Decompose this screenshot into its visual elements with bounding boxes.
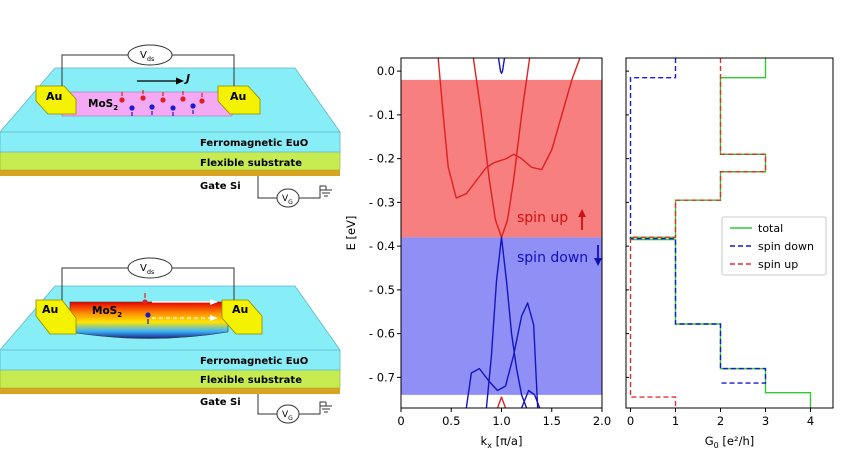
spin-down-arrow-head bbox=[594, 258, 602, 266]
spin-particles bbox=[119, 90, 205, 116]
y-axis-label: E [eV] bbox=[344, 216, 358, 251]
ground-icon bbox=[320, 402, 332, 413]
x-tick-label: 0 bbox=[397, 414, 404, 428]
legend-label-spin-up: spin up bbox=[758, 258, 798, 271]
legend: total spin down spin up bbox=[721, 216, 827, 276]
band-line-3 bbox=[496, 396, 507, 408]
y-tick-label: - 0.5 bbox=[369, 283, 395, 297]
au-right-electrode bbox=[217, 85, 261, 115]
device-top: Au Au MoS2 J Vds Ferromagnetic EuO Flexi… bbox=[0, 44, 341, 208]
mos2-channel bbox=[61, 91, 233, 117]
au-left-label: Au bbox=[42, 303, 58, 316]
x-tick-label: 1.5 bbox=[543, 414, 561, 428]
vg-source bbox=[276, 188, 300, 208]
band-line-5 bbox=[485, 236, 528, 408]
au-right-electrode bbox=[221, 299, 263, 335]
conductance-line-spin-down bbox=[629, 58, 767, 384]
euo-label: Ferromagnetic EuO bbox=[200, 356, 308, 367]
y-tick-label: - 0.3 bbox=[369, 195, 395, 209]
spin-particles bbox=[142, 293, 151, 324]
x-tick-label: 4 bbox=[807, 414, 814, 428]
mos2-channel bbox=[69, 301, 229, 339]
legend-label-total: total bbox=[758, 222, 783, 235]
vg-label: VG bbox=[282, 410, 293, 422]
band-line-4 bbox=[497, 58, 506, 75]
y-tick-label: - 0.6 bbox=[369, 327, 395, 341]
au-left-label: Au bbox=[46, 90, 62, 103]
x-tick-label: 1 bbox=[672, 414, 679, 428]
x-tick-label: 2.0 bbox=[593, 414, 611, 428]
vg-source bbox=[276, 404, 300, 424]
au-left-electrode bbox=[35, 85, 77, 115]
band-line-7 bbox=[520, 389, 541, 408]
vds-label: Vds bbox=[140, 50, 155, 63]
au-right-label: Au bbox=[232, 303, 248, 316]
x-tick-label: 0 bbox=[627, 414, 634, 428]
x-axis-label: kx [π/a] bbox=[481, 434, 523, 450]
x-tick-label: 1.0 bbox=[492, 414, 510, 428]
gate-label: Gate Si bbox=[200, 181, 241, 192]
spin-up-arrow-head bbox=[578, 209, 586, 217]
x-tick-label: 0.5 bbox=[442, 414, 460, 428]
conductance-chart: 0 1 2 3 4 G0 [e²/h] total spin down spin up bbox=[625, 57, 834, 450]
y-tick-label: - 0.4 bbox=[369, 239, 395, 253]
y-tick-label: - 0.2 bbox=[369, 152, 395, 166]
x-tick-label: 2 bbox=[717, 414, 724, 428]
legend-box bbox=[721, 216, 827, 276]
band-structure-chart: 0 0.5 1.0 1.5 2.0 0.0 - 0.1 - 0.2 - 0.3 - 0.4 - 0.… bbox=[344, 57, 611, 450]
region-spin-up bbox=[401, 79, 602, 238]
legend-label-spin-down: spin down bbox=[758, 240, 814, 253]
ground-icon bbox=[320, 186, 332, 197]
au-right-label: Au bbox=[230, 90, 246, 103]
vg-label: VG bbox=[282, 194, 293, 206]
current-label: J bbox=[184, 72, 190, 85]
vds-label: Vds bbox=[140, 263, 155, 276]
substrate-label: Flexible substrate bbox=[200, 158, 302, 169]
x-tick-label: 3 bbox=[762, 414, 769, 428]
band-line-1 bbox=[437, 58, 581, 199]
band-line-6 bbox=[465, 302, 539, 408]
region-spin-down bbox=[401, 237, 602, 395]
euo-label: Ferromagnetic EuO bbox=[200, 138, 308, 149]
mos2-label: MoS2 bbox=[88, 98, 118, 112]
y-tick-label: 0.0 bbox=[377, 64, 395, 78]
vds-source bbox=[127, 257, 173, 279]
vds-source bbox=[127, 44, 173, 66]
device-bottom: Au Au MoS2 Vds Ferromagnetic EuO Flexibl… bbox=[0, 257, 341, 424]
gate-label: Gate Si bbox=[200, 397, 241, 408]
spin-down-annotation: spin down bbox=[517, 250, 588, 266]
mos2-label: MoS2 bbox=[92, 305, 122, 319]
plot-frame bbox=[625, 57, 834, 409]
x-axis-label: G0 [e²/h] bbox=[705, 434, 755, 450]
y-tick-label: - 0.7 bbox=[369, 370, 395, 384]
y-tick-label: - 0.1 bbox=[369, 108, 395, 122]
substrate-label: Flexible substrate bbox=[200, 375, 302, 386]
spin-up-annotation: spin up bbox=[517, 210, 568, 226]
